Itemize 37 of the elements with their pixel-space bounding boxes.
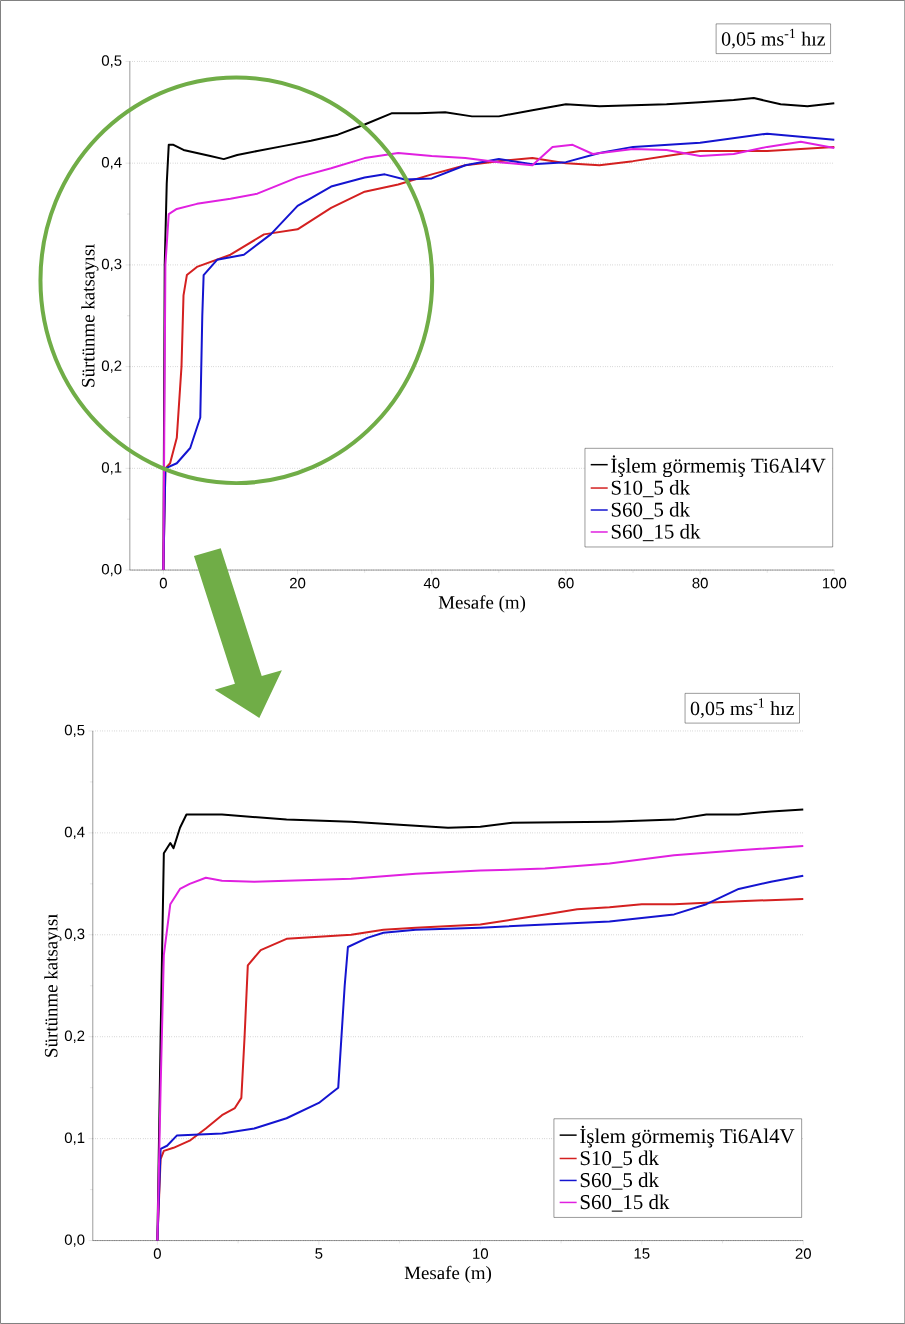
legend-label: İşlem görmemiş Ti6Al4V <box>579 1125 795 1148</box>
x-tick-label: 20 <box>289 577 306 589</box>
text: 0,05 ms$^{-1}$ hız <box>690 698 794 719</box>
legend-label: S10_5 dk <box>580 1150 659 1168</box>
y-tick-label: 0,3 <box>101 258 122 272</box>
x-tick-label: 0 <box>159 577 167 589</box>
y-tick-label: 0,2 <box>101 360 122 373</box>
x-tick-label: 0 <box>153 1248 161 1259</box>
x-tick-label: 80 <box>692 577 708 589</box>
x-tick-label: 100 <box>822 577 847 589</box>
legend-label: S60_5 dk <box>611 502 690 520</box>
legend-label: S60_5 dk <box>580 1172 659 1190</box>
x-tick-label: 15 <box>634 1248 650 1259</box>
y-tick-label: 0,2 <box>64 1030 85 1043</box>
y-tick-label: 0,5 <box>101 55 122 68</box>
x-tick-label: 10 <box>473 1248 488 1259</box>
y-tick-label: 0,1 <box>101 462 122 475</box>
y-tick-label: 0,1 <box>64 1132 85 1145</box>
legend-label: İşlem görmemiş Ti6Al4V <box>611 455 826 478</box>
y-axis-title: Sürtünme katsayısı <box>44 913 62 1057</box>
y-tick-label: 0,0 <box>101 563 122 577</box>
y-axis-title: Sürtünme katsayısı <box>81 243 99 387</box>
text: 0,05 ms$^{-1}$ hız <box>721 28 825 49</box>
x-tick-label: 40 <box>423 577 440 589</box>
y-tick-label: 0,4 <box>64 826 85 840</box>
legend-label: S10_5 dk <box>611 480 690 498</box>
x-tick-label: 5 <box>315 1248 323 1259</box>
y-tick-label: 0,0 <box>64 1234 85 1247</box>
x-axis-title: Mesafe (m) <box>438 595 525 613</box>
legend-label: S60_15 dk <box>580 1194 670 1212</box>
x-tick-label: 60 <box>558 577 574 589</box>
y-tick-label: 0,5 <box>64 724 85 738</box>
y-tick-label: 0,3 <box>64 928 85 941</box>
x-axis-title: Mesafe (m) <box>404 1265 491 1284</box>
legend-label: S60_15 dk <box>611 523 701 542</box>
y-tick-label: 0,4 <box>101 157 122 170</box>
x-tick-label: 20 <box>795 1248 811 1259</box>
